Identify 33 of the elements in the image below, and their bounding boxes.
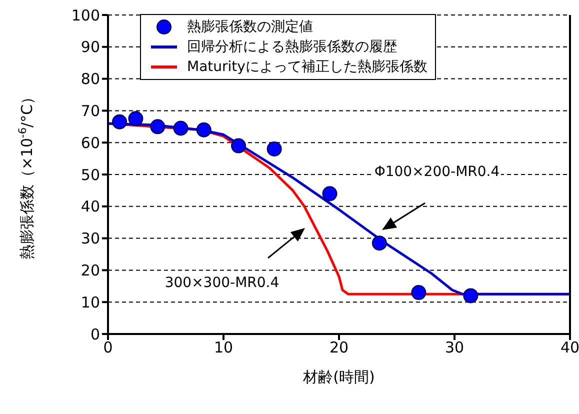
y-tick-label: 50 <box>80 166 100 184</box>
legend-label: Maturityによって補正した熱膨張係数 <box>187 58 428 77</box>
y-tick-label: 60 <box>80 134 100 152</box>
x-axis-title: 材齢(時間) <box>302 368 375 386</box>
legend-label: 熱膨張係数の測定値 <box>187 18 313 37</box>
point <box>128 111 144 126</box>
point <box>463 288 478 304</box>
y-tick-label: 0 <box>90 325 100 344</box>
x-tick-label: 0 <box>103 338 113 357</box>
point <box>231 138 246 154</box>
legend-label: 回帰分析による熱膨張係数の履歴 <box>187 38 397 57</box>
y-tick-label: 20 <box>80 262 100 280</box>
y-tick-label: 80 <box>80 70 100 88</box>
annotation: Φ100×200-MR0.4 <box>374 164 500 180</box>
x-tick-label: 30 <box>444 338 464 357</box>
point <box>150 119 166 134</box>
x-tick-label: 10 <box>214 338 234 357</box>
point <box>372 236 387 251</box>
y-tick-label: 40 <box>80 198 100 216</box>
annotation: 300×300-MR0.4 <box>164 274 280 291</box>
x-tick-label: 40 <box>560 338 579 357</box>
y-tick-label: 70 <box>80 102 100 120</box>
point <box>411 285 426 300</box>
point <box>322 186 338 202</box>
point <box>173 120 188 136</box>
point <box>112 114 128 130</box>
y-tick-label: 100 <box>71 6 100 24</box>
y-tick-label: 10 <box>80 293 100 312</box>
point <box>266 141 282 156</box>
point <box>196 122 212 138</box>
x-tick-label: 20 <box>329 338 349 357</box>
y-tick-label: 30 <box>80 230 100 248</box>
y-tick-label: 90 <box>80 38 100 56</box>
